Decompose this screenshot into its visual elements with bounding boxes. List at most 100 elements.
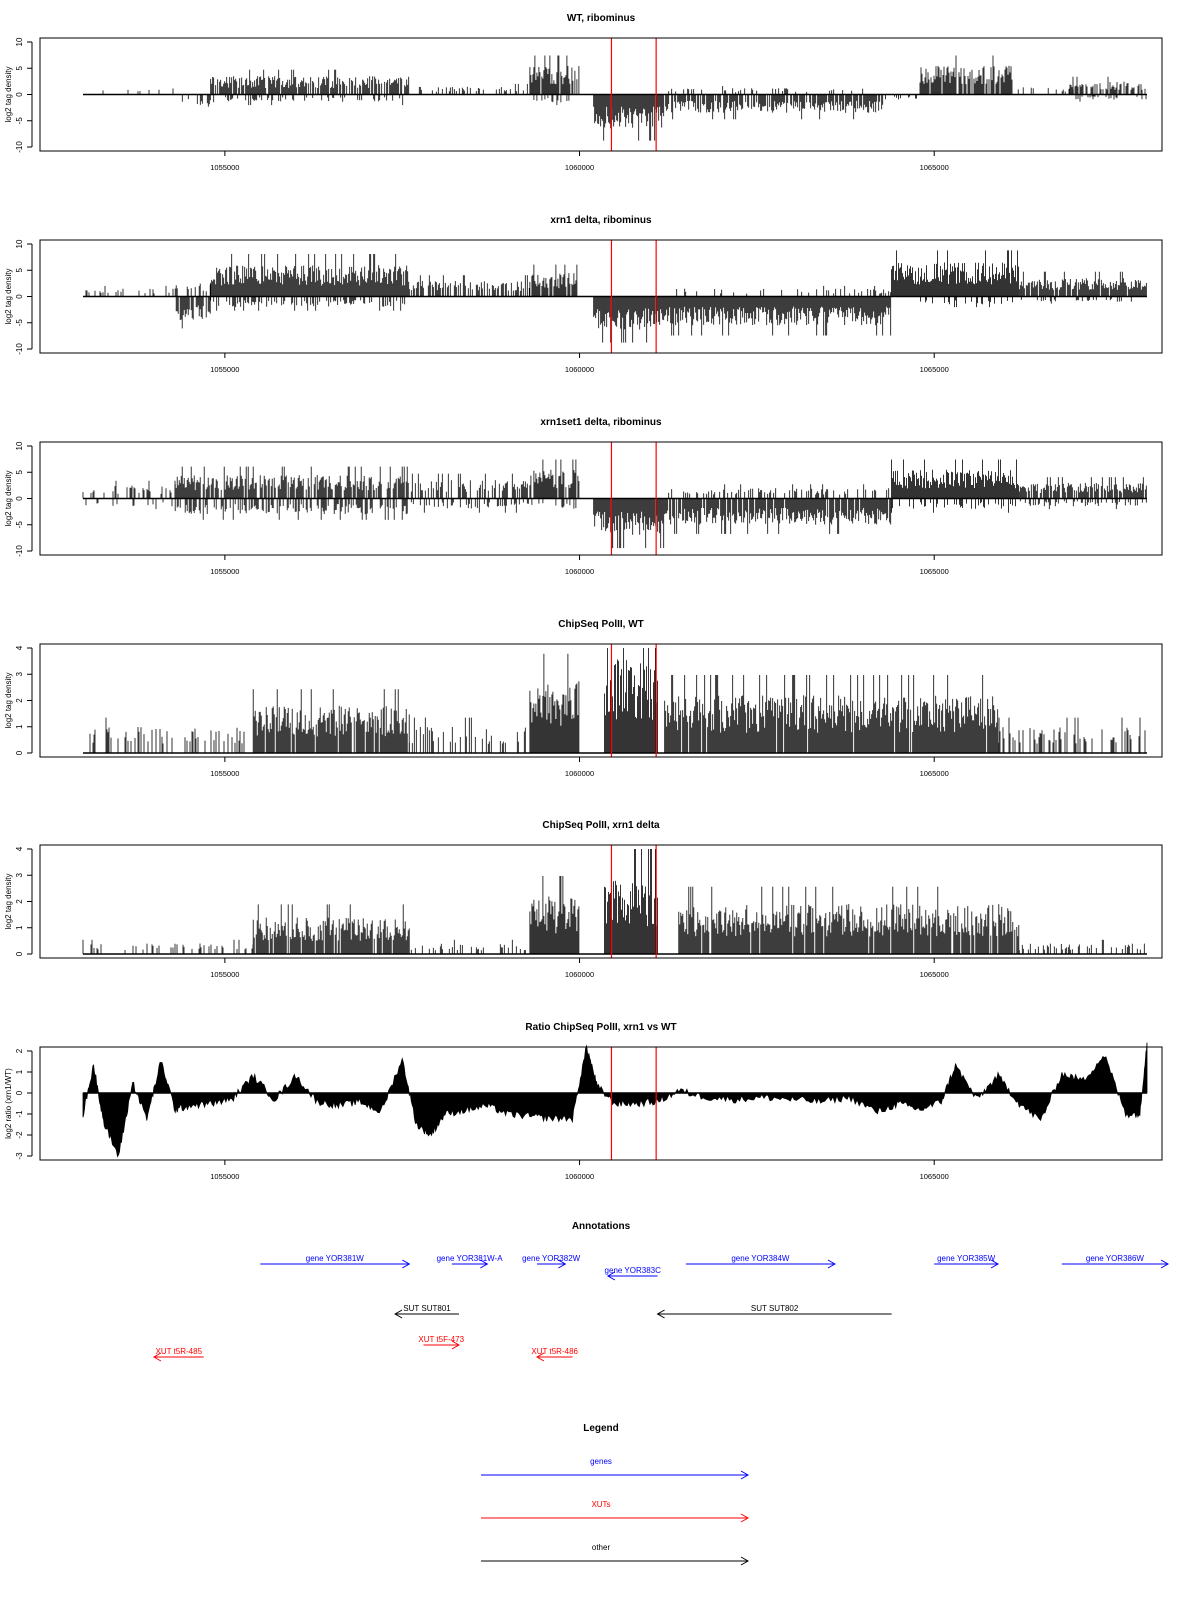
panel-frame xyxy=(39,844,1163,959)
feature-label: gene YOR384W xyxy=(731,1254,790,1263)
panel-title: ChipSeq PolII, WT xyxy=(558,619,644,630)
annotation-feature: XUT t5R-486 xyxy=(531,1347,579,1362)
annotation-feature: gene YOR383C xyxy=(605,1266,661,1281)
arrow-right-icon xyxy=(740,1470,750,1480)
x-tick-label: 1065000 xyxy=(920,567,949,576)
legend-label: genes xyxy=(590,1457,612,1466)
panel-3: ChipSeq PolII, WT log2 tag density 0 1 2 3 4 10… xyxy=(4,619,1163,778)
y-tick-label: -10 xyxy=(15,141,24,153)
y-tick-label: 0 xyxy=(15,1090,24,1095)
annotation-feature: gene YOR385W xyxy=(934,1254,1000,1269)
annotation-feature: SUT SUT801 xyxy=(394,1304,459,1319)
y-tick-label: 0 xyxy=(15,294,24,299)
annotation-feature: gene YOR384W xyxy=(685,1254,836,1269)
panel-4: ChipSeq PolII, xrn1 delta log2 tag densit… xyxy=(4,820,1163,979)
x-tick-label: 1065000 xyxy=(920,769,949,778)
y-tick-label: 3 xyxy=(15,671,24,676)
panel-title: ChipSeq PolII, xrn1 delta xyxy=(542,820,660,831)
annotation-feature: gene YOR381W-A xyxy=(437,1254,503,1269)
y-axis-label: log2 tag density xyxy=(4,672,13,728)
x-tick-label: 1055000 xyxy=(210,769,239,778)
y-tick-label: -10 xyxy=(15,545,24,557)
x-tick-label: 1055000 xyxy=(210,1172,239,1181)
arrow-left-icon xyxy=(656,1309,665,1319)
x-tick-label: 1055000 xyxy=(210,567,239,576)
x-tick-label: 1055000 xyxy=(210,163,239,172)
panel-frame xyxy=(39,643,1163,758)
annotations-section: Annotations gene YOR381W gene YOR381W-A gen… xyxy=(152,1221,1170,1362)
panel-frame xyxy=(39,37,1163,152)
y-axis-label: log2 tag density xyxy=(4,66,13,122)
x-tick-label: 1060000 xyxy=(565,769,594,778)
data-marks xyxy=(83,250,1147,343)
y-tick-label: 0 xyxy=(15,951,24,956)
x-tick-label: 1065000 xyxy=(920,970,949,979)
y-tick-label: 5 xyxy=(15,267,24,272)
legend-item: genes xyxy=(481,1457,750,1480)
data-marks xyxy=(83,55,1147,141)
y-tick-label: 4 xyxy=(15,645,24,650)
arrow-right-icon xyxy=(740,1513,750,1523)
y-tick-label: -3 xyxy=(15,1152,24,1160)
feature-label: XUT t5F-473 xyxy=(418,1335,464,1344)
y-tick-label: -5 xyxy=(15,117,24,125)
arrow-right-icon xyxy=(402,1259,411,1269)
y-tick-label: -1 xyxy=(15,1110,24,1118)
y-tick-label: 1 xyxy=(15,925,24,930)
feature-label: gene YOR385W xyxy=(937,1254,996,1263)
panel-title: xrn1 delta, ribominus xyxy=(550,215,652,226)
feature-label: SUT SUT802 xyxy=(751,1304,799,1313)
x-tick-label: 1060000 xyxy=(565,1172,594,1181)
panel-5: Ratio ChipSeq PolII, xrn1 vs WT log2 rati… xyxy=(4,1022,1163,1181)
legend-label: XUTs xyxy=(591,1500,610,1509)
y-tick-label: 2 xyxy=(15,899,24,904)
feature-label: SUT SUT801 xyxy=(403,1304,451,1313)
legend-label: other xyxy=(592,1543,611,1552)
x-tick-label: 1055000 xyxy=(210,970,239,979)
annotation-feature: gene YOR381W xyxy=(260,1254,411,1269)
annotation-feature: XUT t5F-473 xyxy=(418,1335,465,1350)
panel-1: xrn1 delta, ribominus log2 tag density -10… xyxy=(4,215,1163,374)
data-marks xyxy=(83,648,1147,754)
y-tick-label: 2 xyxy=(15,698,24,703)
y-tick-label: -2 xyxy=(15,1131,24,1139)
panel-frame xyxy=(39,441,1163,556)
feature-label: XUT t5R-485 xyxy=(155,1347,202,1356)
y-tick-label: 1 xyxy=(15,1069,24,1074)
y-tick-label: 0 xyxy=(15,750,24,755)
panel-2: xrn1set1 delta, ribominus log2 tag densit… xyxy=(4,417,1163,576)
x-tick-label: 1065000 xyxy=(920,1172,949,1181)
feature-label: gene YOR382W xyxy=(522,1254,581,1263)
panel-title: WT, ribominus xyxy=(567,13,636,24)
x-tick-label: 1060000 xyxy=(565,970,594,979)
arrow-right-icon xyxy=(740,1556,750,1566)
ratio-area xyxy=(82,1042,1148,1158)
x-tick-label: 1060000 xyxy=(565,567,594,576)
arrow-right-icon xyxy=(827,1259,836,1269)
y-axis-label: log2 ratio (xrn1/WT) xyxy=(4,1068,13,1139)
data-marks xyxy=(82,849,1147,955)
arrow-right-icon xyxy=(990,1259,1000,1269)
y-tick-label: 0 xyxy=(15,496,24,501)
y-tick-label: 10 xyxy=(15,239,24,248)
arrow-left-icon xyxy=(535,1352,545,1362)
y-axis-label: log2 tag density xyxy=(4,268,13,324)
legend-title: Legend xyxy=(583,1423,619,1434)
arrow-right-icon xyxy=(480,1259,489,1269)
y-tick-label: 10 xyxy=(15,37,24,46)
feature-label: gene YOR381W xyxy=(306,1254,365,1263)
x-tick-label: 1055000 xyxy=(210,365,239,374)
y-tick-label: -10 xyxy=(15,343,24,355)
y-tick-label: 0 xyxy=(15,92,24,97)
arrow-right-icon xyxy=(1160,1259,1170,1269)
x-tick-label: 1060000 xyxy=(565,163,594,172)
panel-title: xrn1set1 delta, ribominus xyxy=(540,417,662,428)
x-tick-label: 1065000 xyxy=(920,163,949,172)
y-tick-label: 10 xyxy=(15,441,24,450)
y-tick-label: 1 xyxy=(15,724,24,729)
y-axis-label: log2 tag density xyxy=(4,873,13,929)
y-axis-label: log2 tag density xyxy=(4,470,13,526)
feature-label: XUT t5R-486 xyxy=(531,1347,578,1356)
data-marks xyxy=(82,459,1147,549)
y-tick-label: 5 xyxy=(15,65,24,70)
